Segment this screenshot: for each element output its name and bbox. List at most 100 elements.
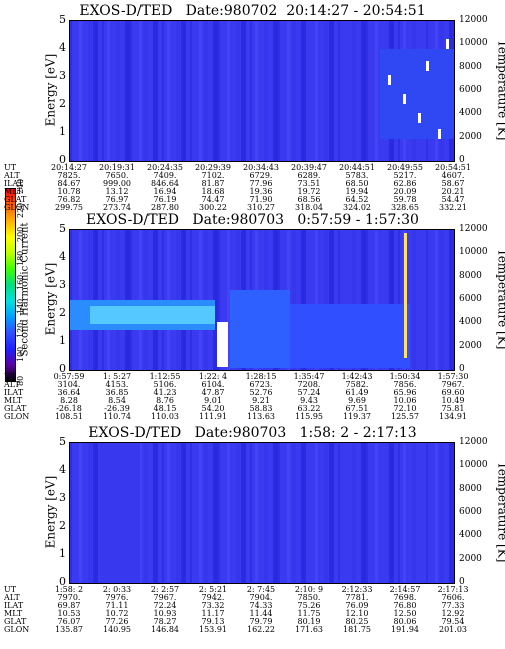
orbit-cell: 7781. xyxy=(345,593,369,602)
spectrogram-streak xyxy=(435,443,438,583)
orbit-cell: 1:58: 2 xyxy=(54,585,84,594)
orbit-cell: 7967. xyxy=(153,593,177,602)
temperature-tick-label: 8000 xyxy=(459,270,482,281)
orbit-cell: 18.68 xyxy=(201,187,225,196)
orbit-cell: 8.54 xyxy=(108,396,126,405)
spectrogram-streak xyxy=(190,21,192,161)
spectrogram-streak xyxy=(250,21,252,161)
orbit-cell: 2:17:13 xyxy=(437,585,469,594)
orbit-cell: 20:19:31 xyxy=(99,163,135,172)
orbit-cell: 11.17 xyxy=(201,609,225,618)
orbit-cell: 62.86 xyxy=(393,179,417,188)
flux-spot xyxy=(418,113,421,123)
spectrogram-streak xyxy=(292,230,296,370)
flux-region xyxy=(290,304,410,368)
orbit-cell: 7942. xyxy=(201,593,225,602)
orbit-cell: 79.54 xyxy=(441,617,465,626)
energy-tick-label: 0 xyxy=(59,575,66,588)
orbit-cell: 3104. xyxy=(57,380,81,389)
orbit-cell: 73.32 xyxy=(201,601,225,610)
spectrogram-streak xyxy=(255,21,258,161)
spectrogram-streak xyxy=(301,21,306,161)
temperature-tick-label: 2000 xyxy=(459,131,482,142)
spectrogram-streak xyxy=(366,230,368,370)
temperature-tick-label: 10000 xyxy=(459,247,488,258)
spectrogram-streak xyxy=(352,443,356,583)
temperature-tick-label: 2000 xyxy=(459,553,482,564)
temperature-tick-label: 12000 xyxy=(459,15,488,25)
orbit-cell: 76.82 xyxy=(57,195,81,204)
spectrogram-streak xyxy=(398,443,400,583)
energy-tick-label: 5 xyxy=(59,435,66,448)
flux-spot xyxy=(438,129,441,139)
energy-axis-label: Energy [eV] xyxy=(43,475,58,549)
temperature-tick-label: 6000 xyxy=(459,507,482,517)
orbit-cell: 76.80 xyxy=(393,601,417,610)
orbit-cell: 76.07 xyxy=(57,617,81,626)
temperature-tick-label: 2000 xyxy=(459,340,482,351)
panel-3-title: EXOS-D/TED Date:980703 1:58: 2 - 2:17:13 xyxy=(88,425,417,441)
orbit-cell: 310.27 xyxy=(247,203,275,212)
spectrogram-streak xyxy=(218,443,220,583)
orbit-cell: 7650. xyxy=(105,171,129,180)
orbit-cell: 7856. xyxy=(393,380,417,389)
spectrogram-streak xyxy=(449,230,454,370)
spectrogram-streak xyxy=(375,21,378,161)
temperature-tick-label: 0 xyxy=(459,577,465,587)
orbit-cell: 20:24:35 xyxy=(147,163,183,172)
orbit-row-label: UT xyxy=(4,585,17,594)
orbit-cell: 1: 5:27 xyxy=(102,372,132,381)
spectrogram-streak xyxy=(426,443,428,583)
orbit-cell: 76.09 xyxy=(345,601,369,610)
spectrogram-streak xyxy=(292,443,296,583)
orbit-row-label: UT xyxy=(4,163,17,172)
orbit-cell: 71.90 xyxy=(249,195,273,204)
temperature-tick-label: 12000 xyxy=(459,224,488,234)
spectrogram-streak xyxy=(144,443,148,583)
orbit-cell: 12.10 xyxy=(345,609,369,618)
spectrogram-streak xyxy=(440,230,444,370)
spectrogram-streak xyxy=(93,443,98,583)
flux-spot xyxy=(446,39,449,49)
orbit-cell: 140.95 xyxy=(103,625,131,634)
spectrogram-streak xyxy=(440,443,444,583)
orbit-cell: 7825. xyxy=(57,171,81,180)
spectrogram-streak xyxy=(139,21,142,161)
orbit-cell: 0:57:59 xyxy=(53,372,85,381)
spectrogram-streak xyxy=(93,21,98,161)
orbit-cell: 77.26 xyxy=(105,617,129,626)
spectrogram-streak xyxy=(79,21,82,161)
orbit-cell: 77.96 xyxy=(249,179,273,188)
orbit-cell: 19.36 xyxy=(249,187,273,196)
orbit-cell: 68.56 xyxy=(297,195,321,204)
orbit-cell: 68.50 xyxy=(345,179,369,188)
orbit-cell: 76.19 xyxy=(153,195,177,204)
orbit-cell: 999.00 xyxy=(103,179,131,188)
orbit-cell: 135.87 xyxy=(55,625,83,634)
spectrogram-streak xyxy=(236,443,240,583)
spectrogram-streak xyxy=(449,443,454,583)
orbit-cell: 7582. xyxy=(345,380,369,389)
orbit-cell: 79.79 xyxy=(249,617,273,626)
orbit-row-label: GLON xyxy=(4,625,30,634)
spectrogram-streak xyxy=(227,230,230,370)
flux-region xyxy=(100,443,140,583)
orbit-row-label: ILAT xyxy=(4,179,24,188)
orbit-cell: 47.87 xyxy=(201,388,225,397)
orbit-cell: 9.21 xyxy=(252,396,270,405)
orbit-cell: 19.94 xyxy=(345,187,369,196)
orbit-cell: 7208. xyxy=(297,380,321,389)
flux-spot xyxy=(426,61,429,71)
orbit-cell: 115.95 xyxy=(295,412,323,421)
flux-spot xyxy=(403,94,406,104)
spectrogram-streak xyxy=(213,443,218,583)
spectrogram-streak xyxy=(412,443,416,583)
spectrogram-streak xyxy=(352,21,356,161)
spectrogram-streak xyxy=(116,21,120,161)
orbit-cell: 12.50 xyxy=(393,609,417,618)
spectrogram-streak xyxy=(125,21,130,161)
orbit-cell: 5217. xyxy=(393,171,417,180)
spectrogram-streak xyxy=(79,443,82,583)
spectrogram-streak xyxy=(70,443,72,583)
orbit-cell: 2:12:33 xyxy=(341,585,373,594)
